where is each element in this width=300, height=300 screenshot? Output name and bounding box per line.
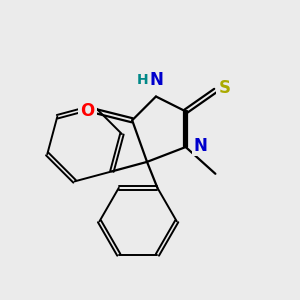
Text: S: S xyxy=(218,79,230,97)
Text: S: S xyxy=(218,79,230,97)
Text: N: N xyxy=(193,136,207,154)
Text: H: H xyxy=(137,73,148,87)
Text: O: O xyxy=(80,102,95,120)
Text: O: O xyxy=(80,102,95,120)
Text: N: N xyxy=(149,71,163,89)
Text: N: N xyxy=(193,136,207,154)
Text: N: N xyxy=(149,71,163,89)
Text: H: H xyxy=(137,73,148,87)
